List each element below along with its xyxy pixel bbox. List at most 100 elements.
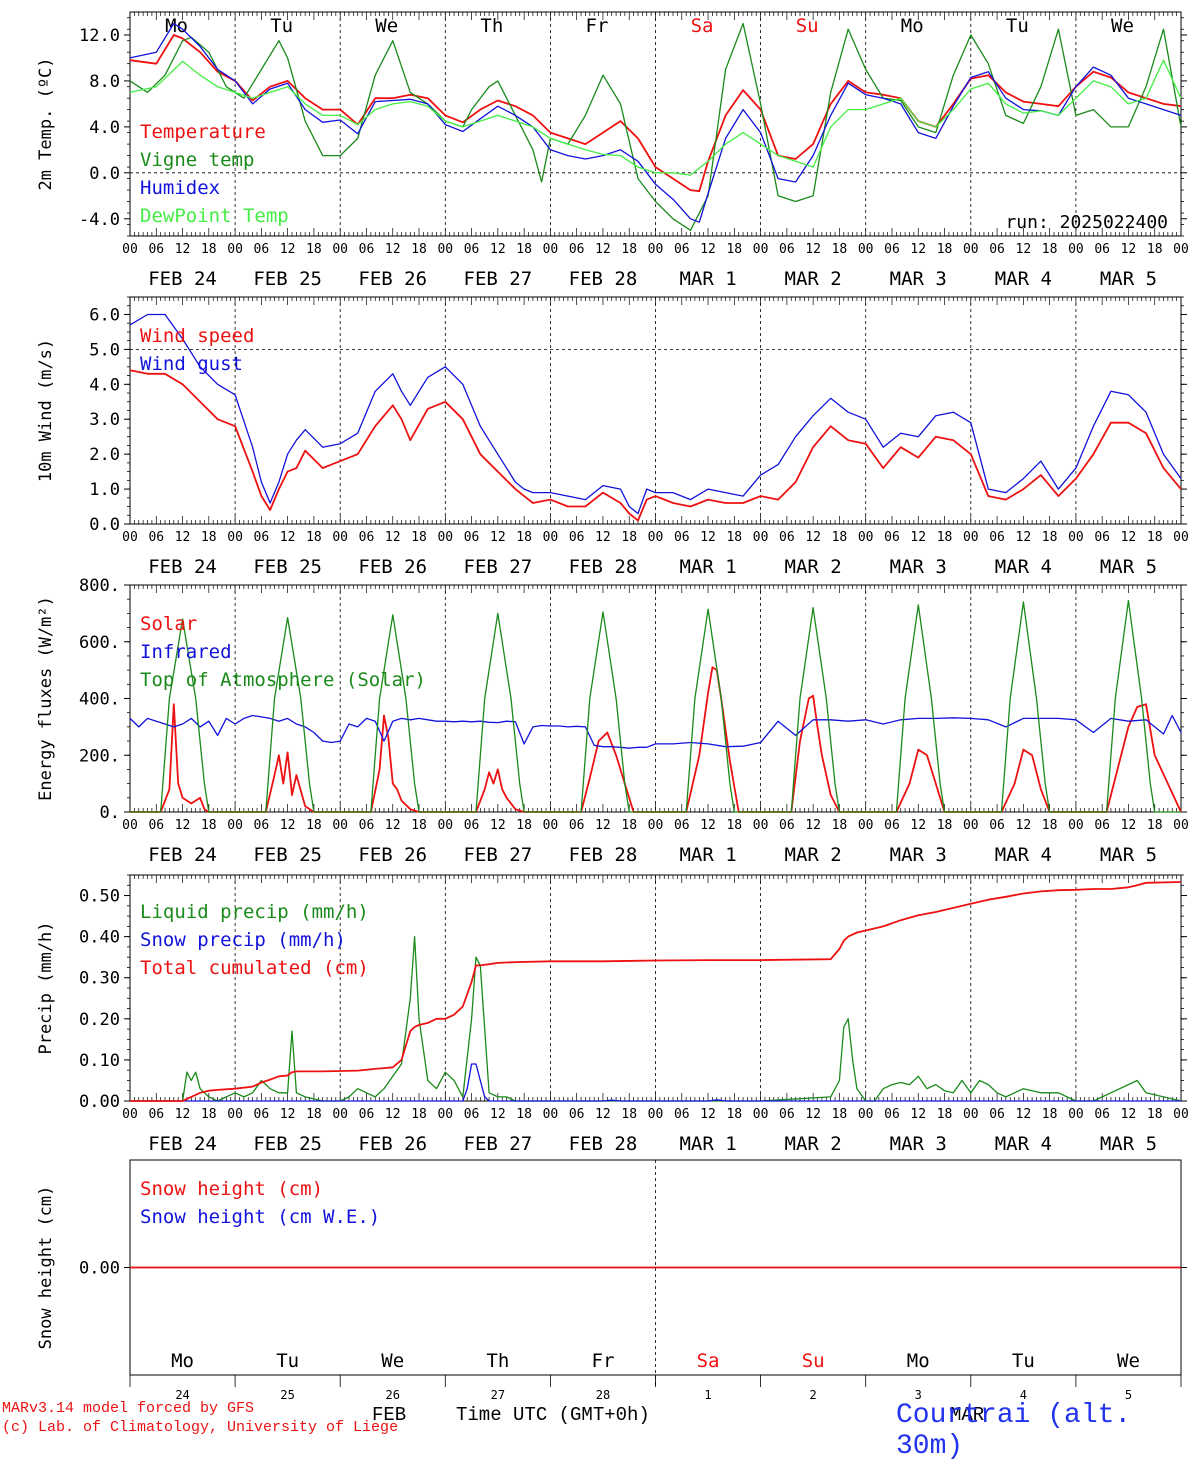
energy-x-tick-label: 00 <box>753 818 769 833</box>
precip-x-tick-label: 06 <box>464 1107 480 1122</box>
wind-y-tick-label: 3.0 <box>89 410 120 430</box>
temp-x-tick-label: 00 <box>753 242 769 257</box>
temp-x-tick-label: 00 <box>332 242 348 257</box>
snow-date-number: 4 <box>1020 1388 1027 1402</box>
wind-x-tick-label: 12 <box>910 530 926 545</box>
precip-x-tick-label: 00 <box>332 1107 348 1122</box>
precip-y-tick-label: 0.20 <box>79 1010 120 1030</box>
snow-date-number: 26 <box>386 1388 400 1402</box>
temp-y-tick-label: -4.0 <box>79 210 120 230</box>
precip-x-tick-label: 00 <box>753 1107 769 1122</box>
temp-x-tick-label: 12 <box>805 242 821 257</box>
precip-x-tick-label: 06 <box>148 1107 164 1122</box>
snow-date-number: 24 <box>175 1388 189 1402</box>
wind-series-wind-gust <box>129 313 1182 515</box>
temp-x-tick-label: 18 <box>621 242 637 257</box>
precip-y-axis-title: Precip (mm/h) <box>36 921 56 1054</box>
temp-x-tick-label: 18 <box>201 242 217 257</box>
wind-y-tick-label: 4.0 <box>89 375 120 395</box>
wind-date-label: FEB 28 <box>569 556 638 578</box>
precip-x-tick-label: 18 <box>201 1107 217 1122</box>
temp-x-tick-label: 00 <box>1068 242 1084 257</box>
wind-x-tick-label: 18 <box>516 530 532 545</box>
wind-y-axis-title: 10m Wind (m/s) <box>36 339 56 482</box>
precip-series-liquid-precip-mm-h- <box>130 935 1182 1102</box>
temp-x-tick-label: 06 <box>254 242 270 257</box>
wind-x-tick-label: 12 <box>385 530 401 545</box>
temp-x-tick-label: 06 <box>674 242 690 257</box>
temp-weekday-label: Sa <box>691 15 714 37</box>
temp-x-tick-label: 00 <box>1173 242 1189 257</box>
snow-legend-item: Snow height (cm) <box>140 1178 323 1200</box>
energy-date-label: FEB 26 <box>358 844 427 866</box>
wind-x-tick-label: 00 <box>543 530 559 545</box>
precip-x-tick-label: 00 <box>1068 1107 1084 1122</box>
wind-date-label: FEB 26 <box>358 556 427 578</box>
precip-y-tick-label: 0.50 <box>79 887 120 907</box>
precip-x-tick-label: 18 <box>1042 1107 1058 1122</box>
wind-x-tick-label: 00 <box>648 530 664 545</box>
energy-x-tick-label: 06 <box>148 818 164 833</box>
wind-x-tick-label: 18 <box>621 530 637 545</box>
precip-x-tick-label: 00 <box>1173 1107 1189 1122</box>
wind-x-tick-label: 00 <box>122 530 138 545</box>
wind-series-wind-speed <box>129 369 1182 522</box>
energy-legend-item: Top of Atmosphere (Solar) <box>140 669 426 691</box>
temp-x-tick-label: 12 <box>490 242 506 257</box>
energy-x-tick-label: 06 <box>359 818 375 833</box>
precip-date-label: MAR 1 <box>679 1133 736 1155</box>
precip-series-total-cumulated-cm- <box>130 881 1182 1102</box>
wind-date-label: FEB 25 <box>253 556 322 578</box>
temp-y-tick-label: 4.0 <box>89 118 120 138</box>
temp-y-tick-label: 12.0 <box>79 26 120 46</box>
precip-x-tick-label: 18 <box>306 1107 322 1122</box>
wind-x-tick-label: 06 <box>569 530 585 545</box>
wind-date-label: MAR 3 <box>890 556 947 578</box>
energy-x-tick-label: 12 <box>175 818 191 833</box>
wind-x-tick-label: 12 <box>595 530 611 545</box>
temp-legend-item: DewPoint Temp <box>140 205 289 227</box>
temp-weekday-label: Su <box>796 15 819 37</box>
temp-date-label: MAR 4 <box>995 268 1052 290</box>
energy-y-tick-label: 200. <box>79 746 120 766</box>
temp-date-label: FEB 26 <box>358 268 427 290</box>
temp-x-tick-label: 12 <box>385 242 401 257</box>
temp-x-tick-label: 12 <box>1016 242 1032 257</box>
precip-x-tick-label: 12 <box>700 1107 716 1122</box>
snow-weekday-label: Su <box>802 1350 825 1372</box>
wind-date-label: FEB 27 <box>464 556 533 578</box>
temp-weekday-label: We <box>375 15 398 37</box>
temp-x-tick-label: 00 <box>858 242 874 257</box>
wind-y-tick-label: 6.0 <box>89 305 120 325</box>
wind-date-label: MAR 2 <box>785 556 842 578</box>
energy-x-tick-label: 18 <box>832 818 848 833</box>
wind-x-tick-label: 06 <box>989 530 1005 545</box>
precip-date-label: FEB 28 <box>569 1133 638 1155</box>
wind-x-tick-label: 06 <box>779 530 795 545</box>
precip-x-tick-label: 06 <box>989 1107 1005 1122</box>
energy-x-tick-label: 00 <box>543 818 559 833</box>
precip-date-label: FEB 24 <box>148 1133 217 1155</box>
temp-date-label: FEB 28 <box>569 268 638 290</box>
wind-legend-item: Wind speed <box>140 325 254 347</box>
energy-x-tick-label: 12 <box>700 818 716 833</box>
energy-x-tick-label: 06 <box>674 818 690 833</box>
precip-x-tick-label: 00 <box>963 1107 979 1122</box>
precip-x-tick-label: 12 <box>175 1107 191 1122</box>
energy-series-top-of-atmosphere-solar- <box>130 599 1181 813</box>
wind-x-tick-label: 00 <box>227 530 243 545</box>
precip-date-label: MAR 4 <box>995 1133 1052 1155</box>
precip-x-tick-label: 12 <box>1016 1107 1032 1122</box>
temp-x-tick-label: 00 <box>227 242 243 257</box>
temp-date-label: MAR 3 <box>890 268 947 290</box>
temp-weekday-label: Fr <box>586 15 609 37</box>
snow-date-number: 3 <box>915 1388 922 1402</box>
temp-x-tick-label: 06 <box>359 242 375 257</box>
precip-x-tick-label: 12 <box>280 1107 296 1122</box>
temp-x-tick-label: 18 <box>1147 242 1163 257</box>
wind-x-tick-label: 12 <box>805 530 821 545</box>
wind-x-tick-label: 00 <box>858 530 874 545</box>
month-label-feb: FEB <box>372 1404 407 1426</box>
temp-x-tick-label: 06 <box>1094 242 1110 257</box>
wind-x-tick-label: 12 <box>490 530 506 545</box>
